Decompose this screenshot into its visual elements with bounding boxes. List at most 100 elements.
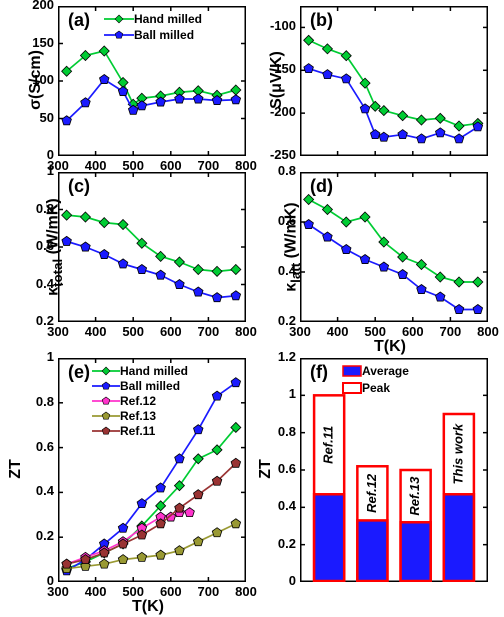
ytick-label: 50 <box>40 110 54 125</box>
bar-average <box>444 494 474 581</box>
bar-label: Ref.12 <box>364 473 379 513</box>
series-line-0 <box>67 51 236 104</box>
marker <box>174 257 184 267</box>
marker <box>185 508 195 517</box>
ytick-label: 0 <box>289 573 296 588</box>
panel-f: Ref.11Ref.12Ref.13This work00.20.40.60.8… <box>300 358 488 582</box>
marker <box>360 104 370 113</box>
marker <box>212 266 222 276</box>
marker <box>304 35 314 45</box>
xtick-label: 500 <box>118 584 148 599</box>
legend-label: Hand milled <box>120 364 188 378</box>
ylabel-e: ZT <box>7 459 25 479</box>
marker <box>137 101 147 110</box>
ytick-label: 0.8 <box>278 163 296 178</box>
series-line-0 <box>67 215 236 271</box>
panel-tag-c: (c) <box>68 176 90 197</box>
xtick-label: 400 <box>81 324 111 339</box>
panel-tag-b: (b) <box>310 10 333 31</box>
marker <box>193 454 203 464</box>
panel-tag-f: (f) <box>310 362 328 383</box>
marker <box>99 75 109 84</box>
ytick-label: -250 <box>270 147 296 162</box>
marker <box>454 121 464 131</box>
marker <box>322 205 332 215</box>
marker <box>193 287 203 296</box>
ytick-label: 150 <box>32 35 54 50</box>
legend-item: Ref.13 <box>92 409 156 423</box>
ylabel-a: σ(S/cm) <box>27 50 45 110</box>
ytick-label: 0 <box>47 573 54 588</box>
marker <box>231 519 241 528</box>
marker <box>80 212 90 222</box>
marker <box>193 265 203 275</box>
marker <box>323 232 333 241</box>
legend-label: Ball milled <box>134 28 194 42</box>
xtick-label: 400 <box>81 584 111 599</box>
xlabel-e: T(K) <box>132 598 164 616</box>
marker <box>156 251 166 261</box>
marker <box>341 217 351 227</box>
marker <box>435 272 445 282</box>
legend-item: Peak <box>342 381 390 395</box>
xtick-label: 600 <box>156 324 186 339</box>
ytick-label: 1 <box>47 163 54 178</box>
bar-average <box>401 522 431 581</box>
xtick-label: 700 <box>193 158 223 173</box>
marker <box>454 134 464 143</box>
series-line-4 <box>67 463 236 564</box>
series-line-3 <box>67 524 236 569</box>
marker <box>231 85 241 95</box>
marker <box>304 64 314 73</box>
bar-label: This work <box>450 423 465 484</box>
marker <box>99 218 109 228</box>
marker <box>370 130 380 139</box>
marker <box>417 134 427 143</box>
marker <box>398 270 408 279</box>
xlabel-d: T(K) <box>374 338 406 356</box>
ytick-label: 0.8 <box>278 424 296 439</box>
marker <box>137 552 147 561</box>
marker <box>193 425 203 434</box>
ytick-label: 1 <box>289 386 296 401</box>
series-line-0 <box>67 427 236 568</box>
marker <box>193 490 203 499</box>
marker <box>99 250 109 259</box>
marker <box>304 220 314 229</box>
ylabel-d: κlatt (W/mK) <box>283 202 303 291</box>
xtick-label: 700 <box>193 584 223 599</box>
bar-average <box>314 494 344 581</box>
marker <box>322 44 332 54</box>
legend-label: Ref.11 <box>120 424 155 438</box>
marker <box>435 128 445 137</box>
ytick-label: 0.6 <box>278 461 296 476</box>
legend-item: Ref.12 <box>92 394 156 408</box>
series-line-1 <box>309 225 478 310</box>
marker <box>360 255 370 264</box>
marker <box>175 546 185 555</box>
ytick-label: 1 <box>47 349 54 364</box>
series-line-1 <box>67 80 236 121</box>
ytick-label: 0.6 <box>36 439 54 454</box>
marker <box>118 78 128 88</box>
xtick-label: 500 <box>118 158 148 173</box>
ylabel-c: κtotal (W/mK) <box>45 198 65 296</box>
panel-e: 30040050060070080000.20.40.60.81(e) Hand… <box>58 358 246 582</box>
marker <box>398 111 408 121</box>
marker <box>398 130 408 139</box>
xtick-label: 500 <box>118 324 148 339</box>
ytick-label: 1.2 <box>278 349 296 364</box>
marker <box>99 559 109 568</box>
marker <box>137 265 147 274</box>
marker <box>341 74 351 83</box>
legend-label: Peak <box>362 381 390 395</box>
marker <box>175 503 185 512</box>
ytick-label: 0 <box>47 147 54 162</box>
marker <box>473 277 483 287</box>
panel-tag-a: (a) <box>68 10 90 31</box>
marker <box>81 242 91 251</box>
marker <box>99 46 109 56</box>
marker <box>379 262 389 271</box>
xtick-label: 400 <box>81 158 111 173</box>
panel-d: 3004005006007008000.20.40.60.8(d) <box>300 172 488 322</box>
